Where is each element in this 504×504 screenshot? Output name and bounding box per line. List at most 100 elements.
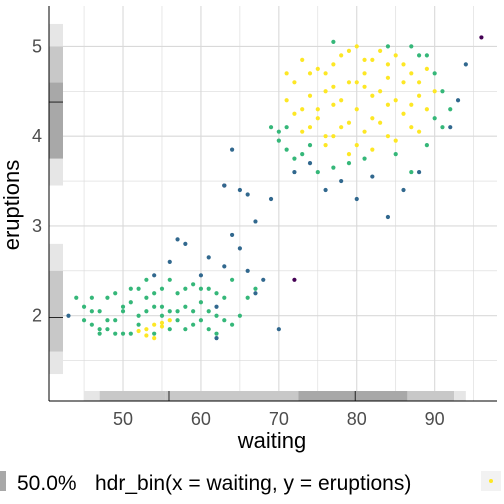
point-50pct xyxy=(284,71,289,76)
point-50pct xyxy=(159,324,165,329)
point-50pct xyxy=(362,71,367,76)
point-95pct xyxy=(276,327,281,332)
point-50pct xyxy=(144,333,149,338)
point-80pct xyxy=(440,89,445,94)
point-80pct xyxy=(331,39,336,45)
point-95pct xyxy=(401,187,406,193)
point-80pct xyxy=(144,295,149,300)
point-80pct xyxy=(152,291,157,296)
point-50pct xyxy=(307,125,313,130)
point-95pct xyxy=(222,183,227,188)
y-rug-band xyxy=(49,46,63,83)
point-80pct xyxy=(120,304,126,309)
point-50pct xyxy=(354,107,359,112)
point-80pct xyxy=(448,107,453,112)
point-50pct xyxy=(346,80,352,85)
point-80pct xyxy=(144,309,149,314)
point-95pct xyxy=(339,178,344,184)
x-rug-band xyxy=(84,391,100,401)
x-tick-label: 90 xyxy=(425,409,445,429)
point-80pct xyxy=(159,286,165,291)
point-95pct xyxy=(463,62,468,67)
point-50pct xyxy=(339,98,344,103)
point-50pct xyxy=(331,134,336,139)
point-80pct xyxy=(253,286,258,291)
point-80pct xyxy=(409,44,414,49)
point-80pct xyxy=(105,318,110,323)
point-95pct xyxy=(214,304,219,309)
point-80pct xyxy=(222,295,227,300)
point-95pct xyxy=(245,268,250,273)
point-80pct xyxy=(315,169,320,175)
point-50pct xyxy=(300,129,305,134)
y-tick-label: 2 xyxy=(32,306,42,326)
point-95pct xyxy=(323,187,328,193)
point-50pct xyxy=(370,147,375,152)
point-50pct xyxy=(401,80,406,85)
point-50pct xyxy=(385,62,391,67)
x-rug-band xyxy=(165,391,299,401)
point-50pct xyxy=(339,53,344,58)
point-80pct xyxy=(183,304,188,309)
point-50pct xyxy=(416,80,422,85)
point-80pct xyxy=(424,53,429,58)
minor-gridlines xyxy=(49,6,497,401)
point-80pct xyxy=(440,125,445,130)
y-tick-labels: 2 3 4 5 xyxy=(32,36,42,325)
point-50pct xyxy=(300,107,305,112)
axes xyxy=(48,6,497,402)
point-95pct xyxy=(455,98,461,103)
point-95pct xyxy=(253,291,258,296)
point-80pct xyxy=(229,277,235,282)
point-50pct xyxy=(331,84,336,89)
point-80pct xyxy=(191,322,196,327)
point-50pct xyxy=(315,107,320,112)
point-50pct xyxy=(346,120,352,125)
point-99pct xyxy=(292,277,297,282)
point-80pct xyxy=(175,318,180,323)
point-50pct xyxy=(323,143,328,148)
x-tick-labels: 50 60 70 80 90 xyxy=(113,409,445,429)
point-50pct xyxy=(307,71,313,76)
point-50pct xyxy=(409,71,414,76)
legend: 50.0% hdr_bin(x = waiting, y = eruptions… xyxy=(0,471,501,495)
point-80pct xyxy=(81,318,87,323)
point-80pct xyxy=(300,152,305,157)
point-80pct xyxy=(276,138,281,143)
point-95pct xyxy=(229,232,235,238)
point-80pct xyxy=(113,318,118,323)
point-80pct xyxy=(159,313,165,318)
point-95pct xyxy=(237,187,242,193)
point-80pct xyxy=(167,309,172,314)
point-50pct xyxy=(331,62,336,67)
point-50pct xyxy=(315,116,320,121)
point-95pct xyxy=(214,336,219,341)
point-80pct xyxy=(120,309,126,314)
point-50pct xyxy=(144,327,149,332)
point-95pct xyxy=(268,196,274,202)
x-rug-band xyxy=(407,391,455,401)
point-50pct xyxy=(432,89,437,94)
point-95pct xyxy=(253,219,258,224)
point-50pct xyxy=(307,93,313,98)
point-50pct xyxy=(424,66,429,71)
y-rug-band xyxy=(49,351,63,375)
point-80pct xyxy=(167,277,172,282)
point-80pct xyxy=(105,327,110,332)
point-95pct xyxy=(292,169,297,175)
point-50pct xyxy=(346,48,352,53)
point-50pct xyxy=(393,98,398,103)
point-80pct xyxy=(120,331,126,336)
point-80pct xyxy=(331,165,336,170)
point-95pct xyxy=(261,277,266,282)
point-95pct xyxy=(222,264,227,269)
point-50pct xyxy=(159,320,165,325)
point-50pct xyxy=(393,53,398,58)
point-80pct xyxy=(97,309,102,314)
point-80pct xyxy=(144,277,149,282)
point-80pct xyxy=(74,295,79,300)
point-80pct xyxy=(113,331,118,336)
point-95pct xyxy=(167,259,172,264)
legend-key-point xyxy=(489,479,493,483)
